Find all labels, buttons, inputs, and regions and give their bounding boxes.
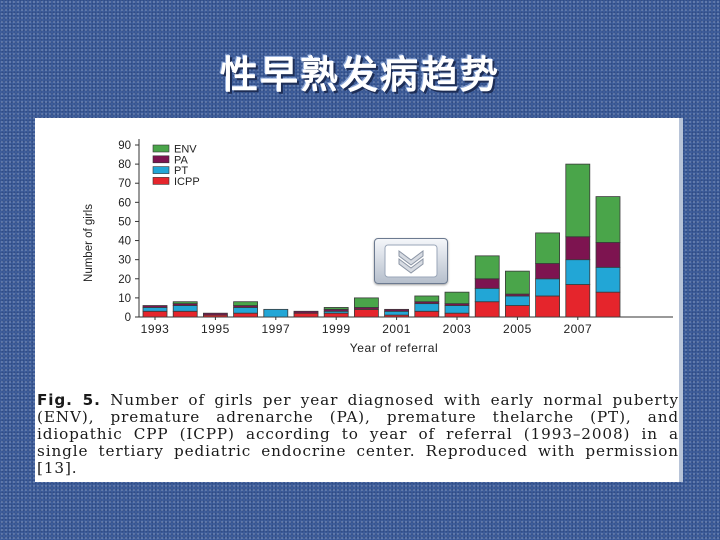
y-axis-label: Number of girls — [83, 204, 95, 282]
bar-segment-pa-2006 — [535, 263, 561, 280]
bar-segment-env-2004 — [474, 255, 500, 280]
bar-segment-pt-1997 — [263, 308, 289, 318]
figure-panel: 0 10 20 30 40 50 60 70 80 90 1993 1995 1997 1999 2001 2… — [35, 118, 683, 482]
legend-label-pt: PT — [174, 165, 188, 177]
x-tick-label: 2005 — [503, 322, 532, 336]
bar-segment-pt-2003 — [444, 305, 470, 314]
bar-segment-pt-1993 — [142, 307, 168, 312]
bar-segment-icpp-2004 — [474, 301, 500, 318]
x-tick-label: 2007 — [563, 322, 592, 336]
bar-segment-pt-1996 — [233, 307, 259, 314]
x-axis-label: Year of referral — [350, 341, 439, 355]
bar-segment-env-2005 — [504, 270, 530, 295]
y-tick-label: 50 — [118, 216, 131, 228]
bar-segment-pt-2001 — [384, 310, 410, 316]
bar-segment-pt-2006 — [535, 278, 561, 297]
bar-segment-icpp-2006 — [535, 295, 561, 318]
x-tick-label: 1997 — [261, 322, 290, 336]
bar-segment-icpp-2002 — [414, 310, 440, 318]
caption-label: Fig. 5. — [37, 391, 101, 409]
bar-segment-pa-1998 — [293, 310, 319, 314]
stacked-bar-chart: 0 10 20 30 40 50 60 70 80 90 1993 1995 1997 1999 2001 2… — [83, 139, 673, 355]
bar-segment-env-1996 — [233, 301, 259, 306]
bar-segment-icpp-2008 — [595, 291, 621, 318]
x-tick-label: 1995 — [201, 322, 230, 336]
legend-swatch-icpp — [152, 177, 170, 185]
bar-segment-icpp-2007 — [565, 284, 591, 318]
bar-segment-env-2002 — [414, 295, 440, 303]
bar-segment-pa-2001 — [384, 308, 410, 312]
y-tick-label: 80 — [118, 159, 131, 171]
y-tick-label: 0 — [125, 312, 131, 324]
bar-segment-pt-2008 — [595, 266, 621, 293]
bar-segment-icpp-1994 — [172, 310, 198, 318]
y-tick-label: 10 — [118, 293, 131, 305]
y-tick-label: 40 — [118, 236, 131, 248]
y-tick-label: 20 — [118, 274, 131, 286]
bar-segment-pa-2004 — [474, 278, 500, 289]
bar-segment-pt-2005 — [504, 295, 530, 306]
bar-segment-pt-2002 — [414, 303, 440, 312]
bar-segment-pt-2004 — [474, 287, 500, 303]
legend-label-env: ENV — [174, 144, 197, 156]
legend-label-icpp: ICPP — [174, 176, 200, 188]
legend-swatch-env — [152, 144, 170, 153]
bar-segment-icpp-2003 — [444, 312, 470, 318]
x-tick-label: 2003 — [443, 322, 472, 336]
y-tick-label: 30 — [118, 255, 131, 267]
legend-swatch-pa — [152, 155, 170, 164]
bar-segment-env-2008 — [595, 196, 621, 243]
bar-segment-icpp-2000 — [353, 308, 379, 318]
bar-segment-env-2006 — [535, 232, 561, 264]
double-chevron-down-icon — [384, 244, 438, 278]
bar-segment-icpp-1998 — [293, 312, 319, 318]
bar-segment-pt-1994 — [172, 305, 198, 312]
bar-segment-env-1994 — [172, 301, 198, 305]
legend-label-pa: PA — [174, 154, 189, 166]
caption-text: Number of girls per year diagnosed with … — [37, 391, 679, 477]
bar-segment-pt-2007 — [565, 259, 591, 285]
bar-segment-env-1999 — [323, 307, 349, 310]
bar-segment-env-2007 — [565, 163, 591, 238]
x-tick-label: 2001 — [382, 322, 411, 336]
panel-edge — [679, 118, 683, 482]
bar-segment-env-2003 — [444, 291, 470, 305]
bar-segment-icpp-1993 — [142, 310, 168, 318]
x-tick-label: 1993 — [141, 322, 170, 336]
slide-title: 性早熟发病趋势 — [219, 53, 500, 97]
bar-segment-env-2000 — [353, 297, 379, 308]
bar-segment-pa-2008 — [595, 242, 621, 268]
legend-swatch-pt — [152, 166, 170, 174]
x-tick-label: 1999 — [322, 322, 351, 336]
y-tick-label: 70 — [118, 178, 131, 190]
scroll-down-button[interactable] — [374, 238, 448, 284]
y-tick-label: 60 — [118, 197, 131, 209]
bar-segment-pa-1995 — [202, 312, 228, 316]
bar-segment-icpp-1996 — [233, 312, 259, 318]
bar-segment-pa-1993 — [142, 305, 168, 308]
bar-segment-pa-2007 — [565, 236, 591, 261]
bar-segment-icpp-1999 — [323, 312, 349, 318]
y-tick-label: 90 — [118, 140, 131, 152]
figure-caption: Fig. 5. Number of girls per year diagnos… — [37, 392, 679, 477]
bar-segment-icpp-2005 — [504, 305, 530, 318]
